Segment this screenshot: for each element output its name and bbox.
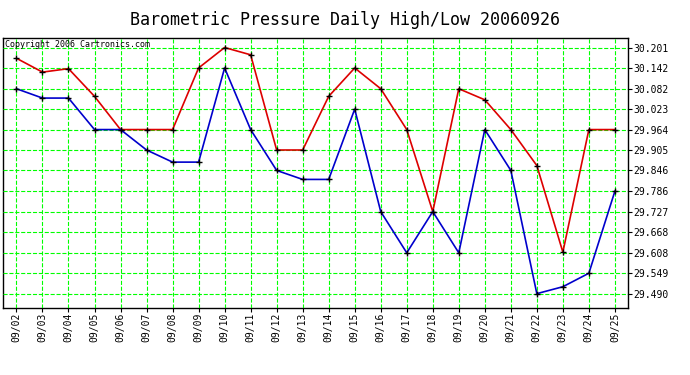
Text: Barometric Pressure Daily High/Low 20060926: Barometric Pressure Daily High/Low 20060… — [130, 11, 560, 29]
Text: Copyright 2006 Cartronics.com: Copyright 2006 Cartronics.com — [5, 40, 150, 49]
